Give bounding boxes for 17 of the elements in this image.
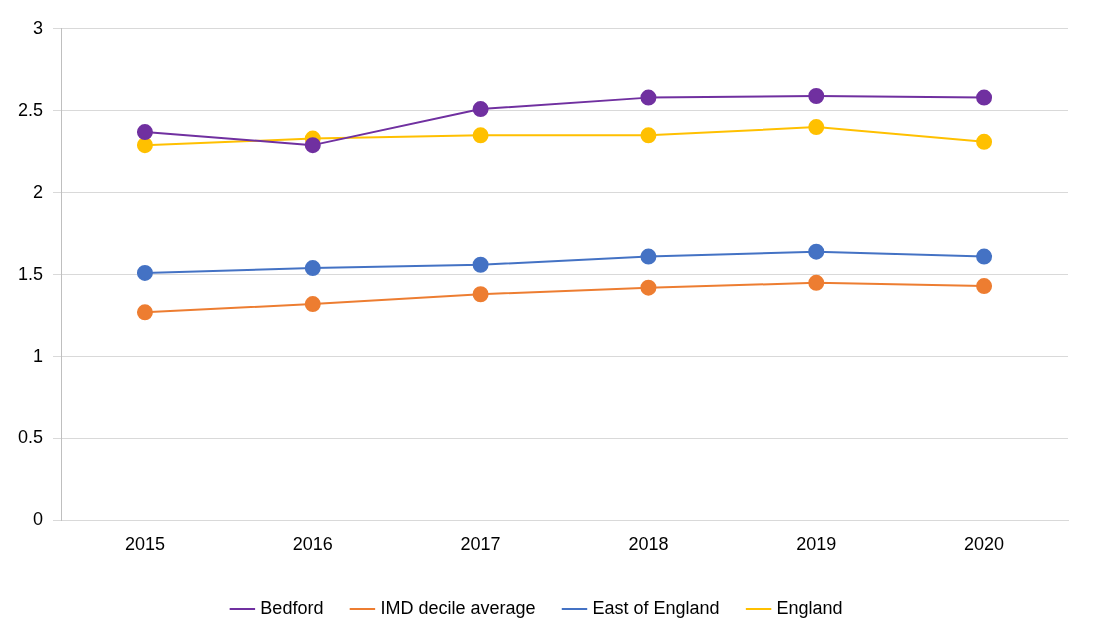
legend-label: England [776,597,843,618]
y-tick-label: 1 [33,345,44,366]
x-tick-label: 2017 [460,534,501,555]
y-tick-label: 2 [33,181,44,202]
x-tick-label: 2015 [124,534,165,555]
y-tick-label: 2.5 [17,99,44,120]
legend-label: IMD decile average [380,597,536,618]
legend-label: Bedford [260,597,324,618]
x-tick-label: 2018 [628,534,669,555]
x-tick-label: 2016 [292,534,333,555]
y-tick-label: 1.5 [17,263,44,284]
legend-label: East of England [592,597,720,618]
y-tick-label: 0 [33,509,44,530]
x-tick-label: 2020 [964,534,1005,555]
y-tick-label: 3 [33,17,44,38]
y-tick-label: 0.5 [17,427,44,448]
x-tick-label: 2019 [796,534,837,555]
